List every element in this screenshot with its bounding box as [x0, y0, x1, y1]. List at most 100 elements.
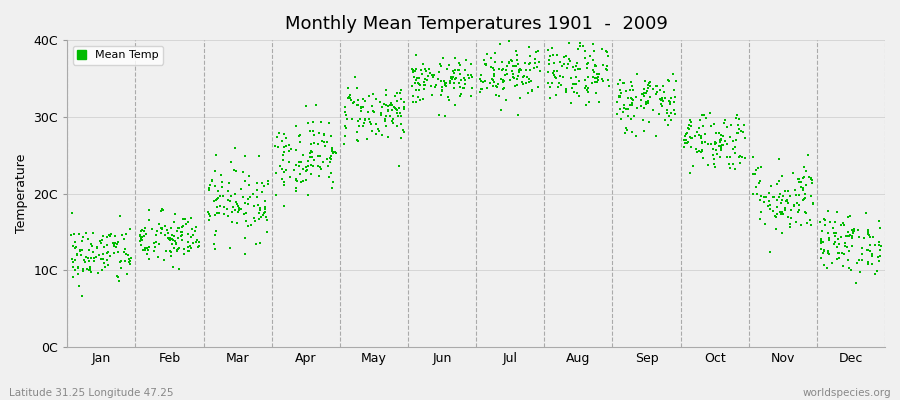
Point	[780, 200, 795, 206]
Point	[418, 82, 433, 88]
Point	[590, 77, 605, 84]
Point	[320, 138, 334, 145]
Point	[101, 248, 115, 255]
Point	[508, 83, 522, 89]
Point	[110, 240, 124, 247]
Point	[135, 237, 149, 243]
Point	[708, 130, 723, 136]
Point	[123, 226, 138, 232]
Point	[158, 223, 173, 230]
Point	[732, 154, 746, 160]
Point	[69, 252, 84, 258]
Point	[806, 180, 820, 187]
Point	[766, 208, 780, 214]
Point	[798, 209, 813, 216]
Point	[865, 253, 879, 259]
Point	[635, 117, 650, 124]
Point	[497, 78, 511, 84]
Point	[248, 203, 262, 209]
Point	[108, 240, 122, 246]
Point	[327, 148, 341, 155]
Point	[167, 218, 182, 225]
Point	[390, 110, 404, 116]
Point	[662, 101, 677, 108]
Point	[443, 78, 457, 85]
Point	[295, 166, 310, 172]
Point	[584, 80, 598, 86]
Point	[441, 94, 455, 100]
Point	[383, 113, 398, 119]
Point	[349, 137, 364, 143]
Point	[116, 236, 130, 242]
Point	[76, 266, 90, 272]
Point	[508, 63, 523, 69]
Point	[151, 241, 166, 247]
Point	[564, 100, 579, 106]
Point	[220, 196, 235, 203]
Point	[847, 228, 861, 235]
Point	[704, 122, 718, 129]
Point	[439, 80, 454, 86]
Point	[804, 175, 818, 182]
Point	[828, 239, 842, 245]
Point	[680, 140, 694, 146]
Point	[640, 88, 654, 94]
Point	[390, 98, 404, 105]
Point	[559, 88, 573, 94]
Point	[464, 85, 479, 91]
Point	[105, 240, 120, 246]
Point	[473, 78, 488, 84]
Point	[184, 226, 199, 232]
Point	[735, 154, 750, 160]
Point	[108, 244, 122, 250]
Point	[75, 292, 89, 299]
Point	[166, 232, 181, 239]
Point	[695, 139, 709, 145]
Point	[592, 98, 607, 105]
Point	[212, 210, 226, 216]
Point	[442, 62, 456, 68]
Point	[269, 170, 284, 177]
Point	[662, 98, 676, 104]
Point	[749, 166, 763, 173]
Point	[410, 86, 424, 93]
Point	[495, 67, 509, 74]
Point	[448, 75, 463, 82]
Point	[141, 246, 156, 253]
Point	[396, 127, 410, 134]
Point	[305, 149, 320, 156]
Point	[483, 64, 498, 70]
Point	[845, 233, 859, 240]
Point	[678, 140, 692, 146]
Point	[616, 105, 631, 111]
Point	[491, 81, 506, 88]
Point	[820, 265, 834, 271]
Point	[152, 221, 166, 228]
Point	[533, 67, 547, 74]
Point	[652, 110, 666, 117]
Point	[662, 99, 677, 106]
Point	[862, 248, 877, 254]
Point	[694, 132, 708, 139]
Point	[543, 53, 557, 59]
Point	[861, 232, 876, 239]
Point	[861, 261, 876, 267]
Point	[726, 138, 741, 144]
Point	[212, 193, 227, 199]
Point	[162, 235, 176, 241]
Point	[350, 84, 365, 91]
Point	[629, 133, 643, 140]
Point	[457, 85, 472, 91]
Point	[769, 214, 783, 220]
Point	[703, 110, 717, 116]
Point	[635, 90, 650, 97]
Point	[549, 91, 563, 98]
Point	[289, 176, 303, 182]
Point	[545, 70, 560, 76]
Point	[201, 208, 215, 215]
Point	[752, 178, 767, 184]
Point	[75, 246, 89, 253]
Point	[428, 83, 443, 90]
Point	[790, 200, 805, 206]
Point	[81, 254, 95, 261]
